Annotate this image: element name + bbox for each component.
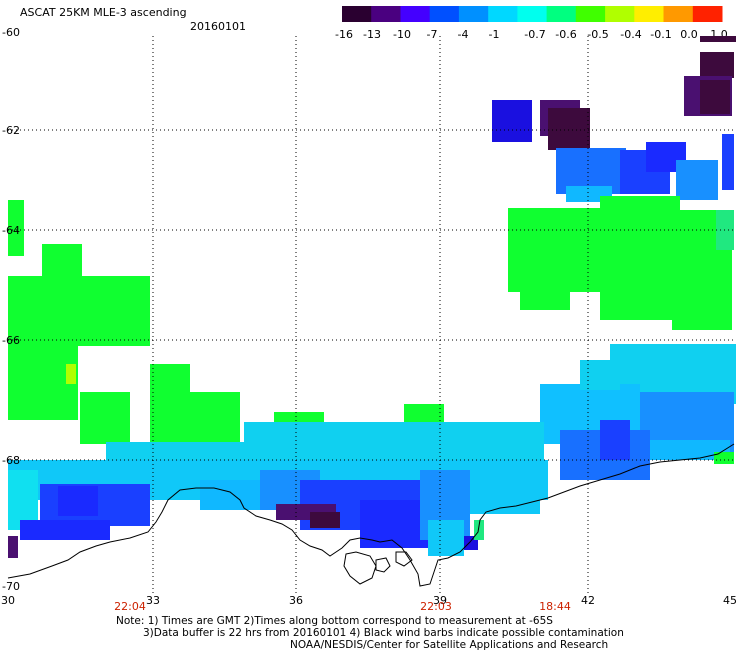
data-cell bbox=[714, 452, 734, 464]
colorbar-label: -16 bbox=[335, 28, 353, 41]
data-cell bbox=[700, 52, 734, 78]
data-cell bbox=[700, 80, 730, 114]
data-cell bbox=[20, 520, 110, 540]
colorbar-swatch bbox=[488, 6, 518, 22]
colorbar-label: -13 bbox=[363, 28, 381, 41]
colorbar-swatch bbox=[692, 6, 723, 22]
colorbar-label: -0.7 bbox=[524, 28, 545, 41]
time-label: 22:04 bbox=[114, 600, 146, 613]
note-line: Note: 1) Times are GMT 2)Times along bot… bbox=[116, 615, 553, 627]
data-cell bbox=[600, 196, 680, 320]
data-cell bbox=[600, 420, 630, 460]
time-labels: 22:04 22:03 18:44 bbox=[114, 600, 571, 613]
lon-label: 39 bbox=[433, 594, 447, 607]
colorbar-swatch bbox=[342, 6, 372, 22]
lat-label: -64 bbox=[2, 224, 20, 237]
data-cell bbox=[722, 134, 734, 190]
colorbar-label: 0.0 bbox=[680, 28, 698, 41]
colorbar-swatch bbox=[546, 6, 577, 22]
data-cell bbox=[492, 100, 532, 142]
data-cell bbox=[8, 276, 150, 346]
map-area bbox=[8, 36, 736, 558]
lon-label: 30 bbox=[1, 594, 15, 607]
lat-label: -70 bbox=[2, 580, 20, 593]
map-title: ASCAT 25KM MLE-3 ascending bbox=[20, 6, 187, 19]
data-cell bbox=[508, 208, 608, 292]
latitude-labels: -60 -62 -64 -66 -68 -70 bbox=[2, 26, 20, 593]
lat-label: -66 bbox=[2, 334, 20, 347]
colorbar-labels: -16 -13 -10 -7 -4 -1 -0.7 -0.6 -0.5 -0.4… bbox=[335, 28, 728, 41]
note-line: 3)Data buffer is 22 hrs from 20160101 4)… bbox=[143, 627, 624, 639]
colorbar-label: -10 bbox=[393, 28, 411, 41]
colorbar-swatch bbox=[575, 6, 606, 22]
colorbar-label: -7 bbox=[427, 28, 438, 41]
data-cell bbox=[580, 360, 620, 390]
colorbar-swatch bbox=[634, 6, 664, 22]
data-cell bbox=[80, 392, 130, 444]
colorbar: -16 -13 -10 -7 -4 -1 -0.7 -0.6 -0.5 -0.4… bbox=[335, 6, 728, 41]
coastline bbox=[7, 443, 735, 587]
lon-label: 45 bbox=[723, 594, 737, 607]
colorbar-swatch bbox=[400, 6, 431, 22]
time-label: 18:44 bbox=[539, 600, 571, 613]
note-line: NOAA/NESDIS/Center for Satellite Applica… bbox=[290, 639, 608, 650]
time-label: 22:03 bbox=[420, 600, 452, 613]
lon-label: 36 bbox=[289, 594, 303, 607]
longitude-labels: 30 33 36 39 42 45 bbox=[1, 594, 737, 607]
data-cell bbox=[310, 512, 340, 528]
data-cell bbox=[244, 422, 544, 462]
colorbar-label: -0.4 bbox=[620, 28, 641, 41]
colorbar-swatch bbox=[605, 6, 635, 22]
data-cell bbox=[520, 280, 570, 310]
data-cell bbox=[8, 200, 24, 256]
data-cell bbox=[470, 490, 540, 514]
lon-label: 33 bbox=[146, 594, 160, 607]
colorbar-label: -0.1 bbox=[650, 28, 671, 41]
footnotes: Note: 1) Times are GMT 2)Times along bot… bbox=[116, 615, 624, 650]
grid-lines bbox=[8, 36, 734, 594]
colorbar-swatch bbox=[371, 6, 401, 22]
colorbar-swatch bbox=[458, 6, 489, 22]
lat-label: -60 bbox=[2, 26, 20, 39]
colorbar-label: -0.5 bbox=[587, 28, 608, 41]
lat-label: -68 bbox=[2, 454, 20, 467]
colorbar-swatch bbox=[517, 6, 548, 22]
data-cell bbox=[474, 520, 484, 540]
data-cell bbox=[58, 486, 98, 516]
lon-label: 42 bbox=[581, 594, 595, 607]
colorbar-label: -1 bbox=[489, 28, 500, 41]
colorbar-label: -0.6 bbox=[555, 28, 576, 41]
colorbar-swatch bbox=[429, 6, 460, 22]
colorbar-swatches bbox=[342, 6, 723, 22]
data-cell bbox=[428, 520, 464, 556]
colorbar-swatch bbox=[663, 6, 694, 22]
data-cell bbox=[676, 160, 718, 200]
data-cell bbox=[700, 36, 736, 42]
colorbar-label: -4 bbox=[458, 28, 469, 41]
lat-label: -62 bbox=[2, 124, 20, 137]
data-cell bbox=[650, 440, 730, 460]
map-date: 20160101 bbox=[190, 20, 246, 33]
data-cell bbox=[66, 364, 76, 384]
data-cell bbox=[180, 392, 240, 444]
data-cell bbox=[548, 108, 590, 150]
data-cell bbox=[8, 536, 18, 558]
data-cell bbox=[200, 480, 260, 510]
